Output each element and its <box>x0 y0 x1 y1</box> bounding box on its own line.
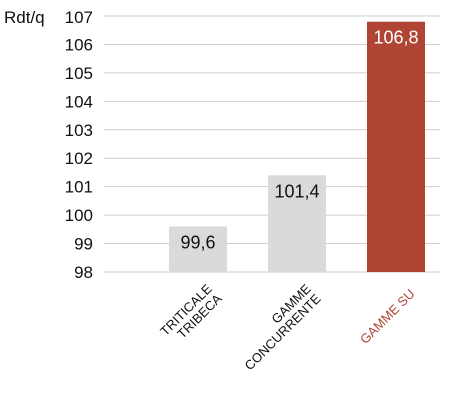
y-tick-label-107: 107 <box>65 8 93 27</box>
y-tick-label-100: 100 <box>65 206 93 225</box>
grid-lines <box>104 15 440 273</box>
y-tick-label-99: 99 <box>74 235 93 254</box>
y-tick-label-101: 101 <box>65 178 93 197</box>
y-axis-ticks: 98 99 100 101 102 103 104 105 106 107 <box>65 8 93 282</box>
y-tick-label-104: 104 <box>65 92 93 111</box>
category-label-3-line-1: GAMME SU <box>357 286 418 347</box>
bar-3 <box>367 21 425 272</box>
bars <box>169 21 425 272</box>
y-tick-label-103: 103 <box>65 121 93 140</box>
data-labels: 99,6 101,4 106,8 <box>180 28 418 253</box>
y-tick-label-106: 106 <box>65 35 93 54</box>
data-label-3: 106,8 <box>373 28 418 48</box>
data-label-2: 101,4 <box>274 181 319 201</box>
bar-1 <box>169 226 227 272</box>
y-tick-label-105: 105 <box>65 64 93 83</box>
data-label-1: 99,6 <box>180 232 215 252</box>
category-label-3: GAMME SU <box>357 286 418 347</box>
y-tick-label-102: 102 <box>65 149 93 168</box>
y-axis-label: Rdt/q <box>4 8 45 27</box>
bar-2 <box>268 175 326 272</box>
y-tick-label-98: 98 <box>74 263 93 282</box>
